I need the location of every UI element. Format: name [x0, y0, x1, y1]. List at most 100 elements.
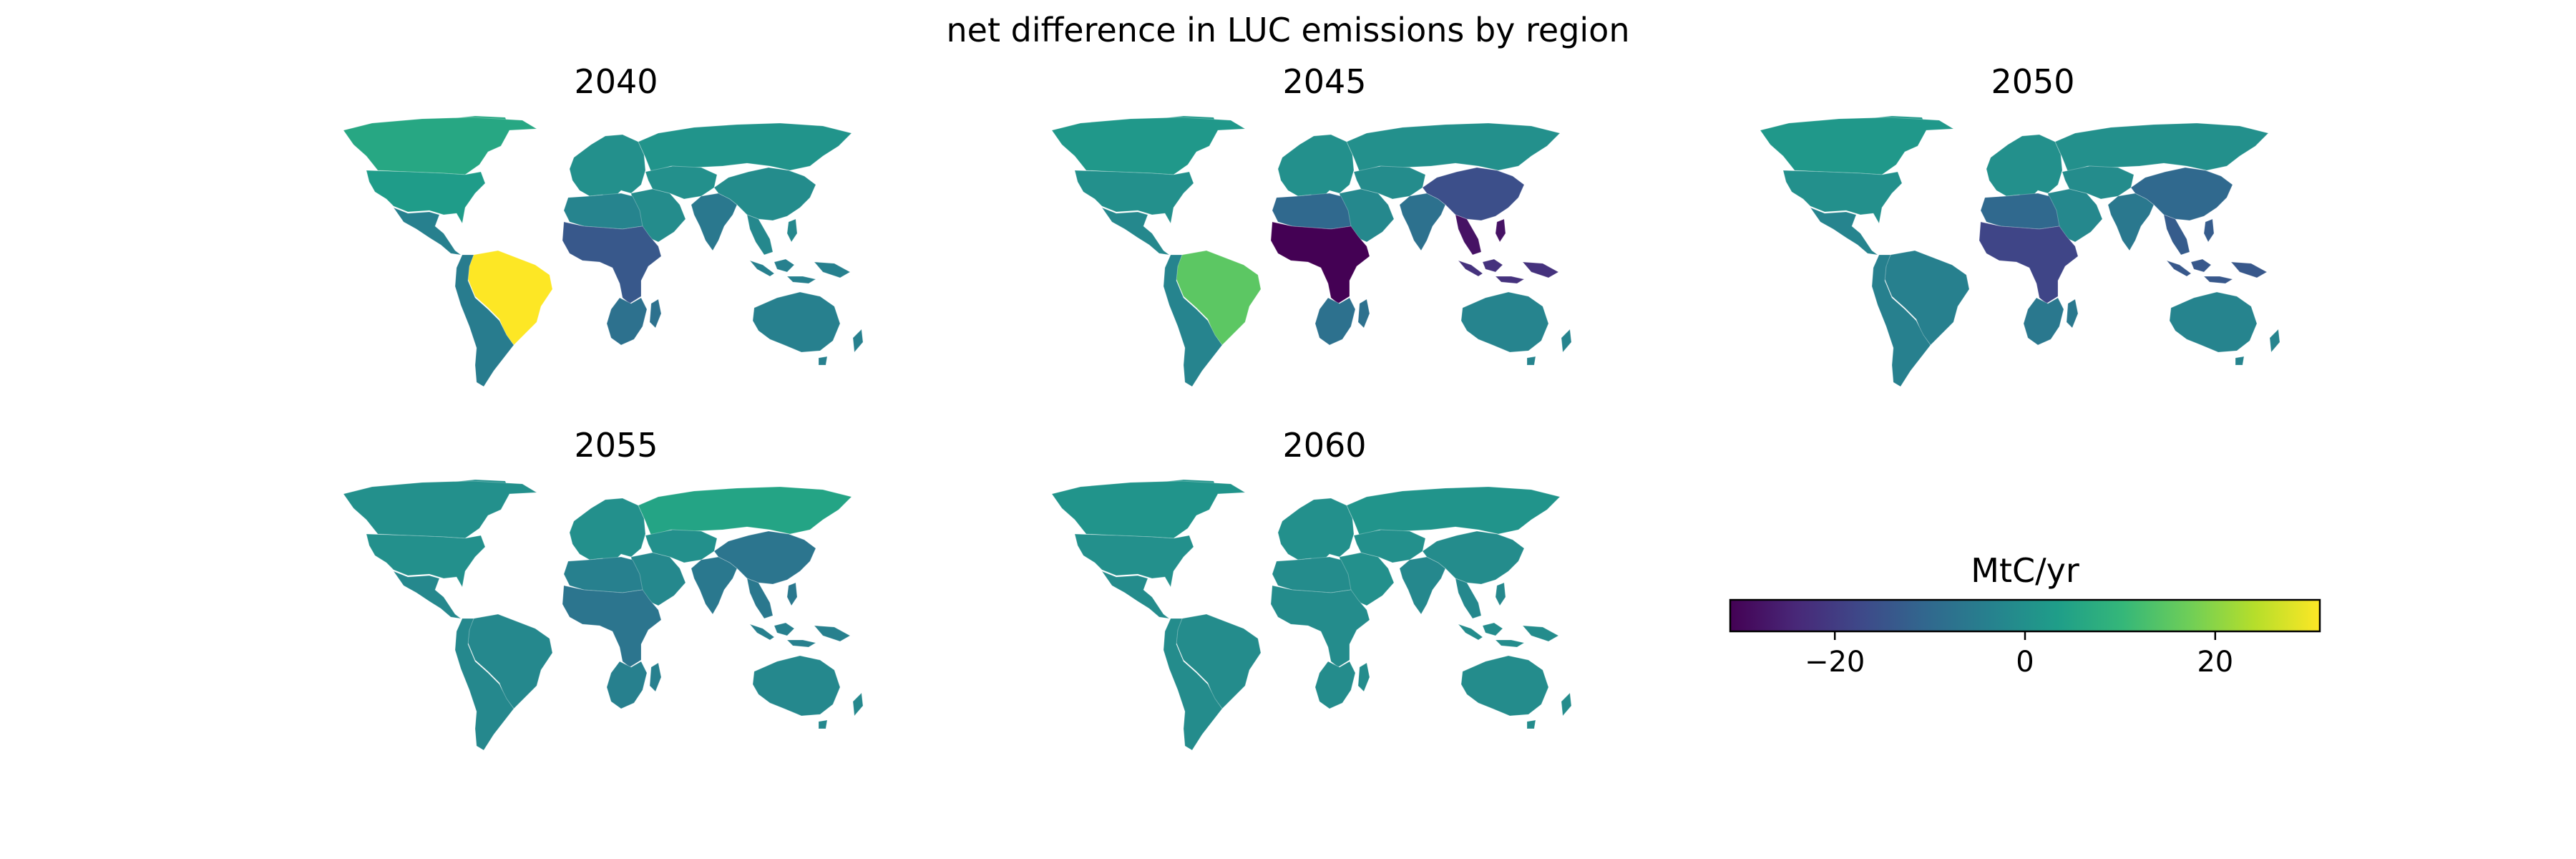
region-usa — [1074, 170, 1194, 225]
region-indonesia — [1521, 625, 1560, 642]
region-north-africa — [563, 193, 643, 230]
region-central-america — [392, 570, 462, 619]
region-southern-africa — [649, 299, 662, 329]
region-indonesia — [1494, 276, 1526, 284]
region-usa — [1782, 170, 1903, 225]
region-usa — [1074, 533, 1194, 588]
region-sub-saharan-africa — [1979, 221, 2079, 304]
region-europe — [1277, 134, 1355, 200]
region-central-america — [1101, 570, 1170, 619]
region-oceania — [1526, 356, 1536, 366]
region-indonesia — [1457, 259, 1483, 277]
region-south-america — [1163, 618, 1223, 751]
region-indonesia — [1457, 623, 1483, 641]
region-oceania — [2235, 356, 2245, 366]
region-oceania — [1526, 719, 1536, 729]
map-panel-2055: 2055 — [343, 426, 864, 751]
region-central-america — [392, 206, 462, 256]
region-indonesia — [1521, 261, 1560, 278]
region-indonesia — [748, 623, 775, 641]
region-oceania — [852, 691, 864, 717]
region-china — [713, 530, 816, 585]
region-southeast-asia — [746, 578, 774, 619]
region-oceania — [2269, 328, 2280, 354]
panel-title: 2055 — [574, 426, 658, 465]
region-indonesia — [813, 261, 852, 278]
world-map — [343, 115, 864, 387]
region-russia — [638, 122, 852, 173]
colorbar-tick-label: −20 — [1805, 646, 1865, 679]
region-southern-africa — [606, 661, 648, 709]
world-map — [1051, 479, 1572, 751]
map-panel-2050: 2050 — [1760, 62, 2280, 387]
region-russia — [1346, 122, 1561, 173]
region-sub-saharan-africa — [1270, 221, 1370, 304]
region-oceania — [1561, 328, 1572, 354]
region-southern-africa — [2066, 299, 2079, 329]
region-china — [1422, 167, 1525, 221]
region-canada — [1051, 117, 1246, 175]
region-india — [1399, 193, 1446, 251]
region-oceania — [818, 356, 828, 366]
region-indonesia — [774, 258, 795, 273]
region-southeast-asia — [2203, 218, 2215, 243]
region-usa — [366, 170, 486, 225]
region-southern-africa — [1357, 662, 1370, 692]
region-russia — [1346, 486, 1561, 536]
region-southern-africa — [2023, 297, 2064, 346]
region-indonesia — [1482, 622, 1503, 636]
region-south-america — [1163, 254, 1223, 387]
region-southeast-asia — [1495, 582, 1506, 606]
panel-title: 2040 — [574, 62, 658, 101]
colorbar-label: MtC/yr — [1971, 551, 2079, 590]
region-canada — [1051, 480, 1246, 539]
region-brazil — [1176, 250, 1262, 346]
region-china — [1422, 530, 1525, 585]
region-north-africa — [563, 556, 643, 593]
colorbar: MtC/yr −20 0 20 — [1729, 551, 2321, 679]
region-canada — [343, 480, 538, 539]
map-panels: 2040 2045 2050 2055 2060 — [343, 62, 2280, 751]
panel-title: 2050 — [1991, 62, 2074, 101]
region-oceania — [2169, 291, 2258, 353]
region-indonesia — [2190, 258, 2212, 273]
region-brazil — [467, 250, 553, 346]
region-indonesia — [786, 276, 817, 284]
region-indonesia — [1494, 639, 1526, 648]
world-map — [1760, 115, 2280, 387]
region-europe — [569, 498, 646, 563]
colorbar-ticks: −20 0 20 — [1805, 631, 2233, 679]
region-north-africa — [1272, 556, 1352, 593]
region-southeast-asia — [786, 582, 798, 606]
region-southern-africa — [606, 297, 648, 346]
region-china — [2130, 167, 2233, 221]
region-southern-africa — [1314, 661, 1356, 709]
region-oceania — [1561, 691, 1572, 717]
region-central-america — [1101, 206, 1170, 256]
region-india — [691, 556, 738, 615]
colorbar-tick-label: 20 — [2197, 646, 2233, 679]
region-oceania — [752, 655, 841, 717]
region-indonesia — [774, 622, 795, 636]
region-north-africa — [1980, 193, 2060, 230]
region-south-america — [454, 254, 514, 387]
region-indonesia — [2230, 261, 2268, 278]
region-india — [2107, 193, 2155, 251]
region-india — [1399, 556, 1446, 615]
region-canada — [343, 117, 538, 175]
world-map — [343, 479, 864, 751]
region-europe — [569, 134, 646, 200]
region-sub-saharan-africa — [562, 585, 662, 668]
region-southern-africa — [1357, 299, 1370, 329]
region-southern-africa — [1314, 297, 1356, 346]
region-canada — [1760, 117, 1955, 175]
region-oceania — [1460, 655, 1549, 717]
panel-title: 2045 — [1282, 62, 1366, 101]
region-sub-saharan-africa — [1270, 585, 1370, 668]
map-panel-2060: 2060 — [1051, 426, 1572, 751]
region-russia — [638, 486, 852, 536]
panel-title: 2060 — [1282, 426, 1366, 465]
region-southeast-asia — [1455, 214, 1482, 256]
region-oceania — [852, 328, 864, 354]
